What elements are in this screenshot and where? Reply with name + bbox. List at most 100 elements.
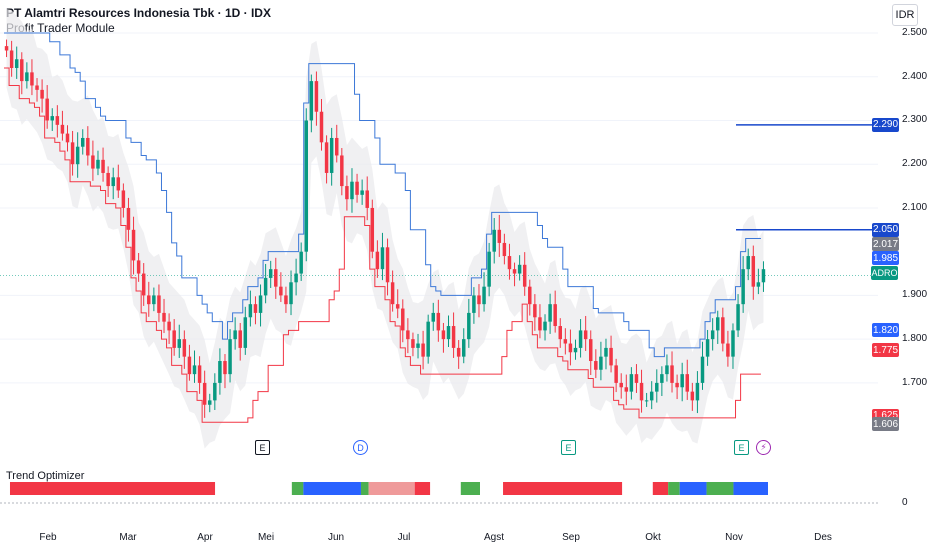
candle-body — [685, 374, 689, 392]
indicator-title[interactable]: Profit Trader Module — [6, 21, 115, 35]
candle-body — [131, 229, 136, 261]
price-label: 2.050 — [872, 222, 899, 237]
earnings-event-icon[interactable]: E — [561, 440, 576, 455]
price-tick-label: 2.400 — [902, 70, 928, 82]
price-tick-label: 2.300 — [902, 114, 928, 126]
trend-optimizer-bars — [0, 482, 878, 504]
candle-body — [395, 304, 400, 309]
candle-body — [665, 365, 669, 375]
candle-body — [751, 256, 756, 287]
candle-body — [340, 155, 344, 187]
candle-body — [619, 382, 623, 388]
candle-body — [649, 391, 654, 401]
candle-body — [187, 356, 192, 375]
candle-body — [213, 382, 217, 401]
candle-body — [202, 382, 207, 405]
candle-body — [721, 317, 725, 344]
time-tick-label: Jul — [397, 532, 411, 543]
candle-body — [284, 295, 288, 305]
candle-body — [624, 387, 629, 392]
candle-body — [462, 339, 466, 357]
candle-body — [365, 190, 369, 208]
candle-body — [578, 330, 583, 348]
candle-body — [553, 304, 557, 327]
candle-body — [355, 181, 359, 195]
trend-segment — [303, 482, 361, 495]
price-tick-label: 2.500 — [902, 27, 928, 38]
candle-body — [710, 330, 715, 340]
earnings-event-icon[interactable]: E — [255, 440, 270, 455]
candle-body — [248, 304, 253, 318]
price-tick-label: 1.700 — [902, 376, 928, 388]
candle-body — [192, 365, 197, 375]
chart-header: PT Alamtri Resources Indonesia Tbk · 1D … — [6, 6, 271, 36]
candle-body — [55, 116, 60, 125]
candle-body — [101, 159, 105, 173]
price-label: 2.017 — [872, 237, 899, 252]
candle-body — [91, 155, 95, 169]
candle-body — [65, 133, 70, 143]
candle-body — [548, 304, 552, 322]
candle-body — [522, 264, 527, 287]
candle-body — [644, 400, 649, 402]
candle-body — [370, 207, 375, 252]
candle-body — [279, 286, 283, 296]
candle-body — [538, 317, 542, 331]
candle-body — [375, 251, 380, 270]
candle-body — [314, 81, 319, 112]
time-tick-label: Jun — [327, 532, 345, 543]
candle-body — [528, 286, 532, 305]
candle-body — [421, 343, 425, 357]
candle-body — [675, 382, 679, 388]
candle-body — [345, 186, 349, 200]
oscillator-title[interactable]: Trend Optimizer — [6, 470, 85, 482]
symbol-tag: ADRO — [871, 266, 898, 280]
flash-event-icon[interactable]: ⚡ — [756, 440, 771, 455]
candle-body — [263, 277, 268, 296]
candle-body — [655, 382, 659, 392]
candle-body — [136, 260, 141, 274]
candle-body — [309, 81, 314, 121]
candle-body — [492, 229, 496, 252]
time-tick-label: Mar — [119, 532, 137, 543]
candle-body — [4, 46, 9, 51]
candle-body — [197, 365, 202, 383]
dividend-event-icon[interactable]: D — [353, 440, 368, 455]
candle-body — [45, 98, 49, 121]
candle-body — [700, 356, 705, 383]
price-tick-label: 2.100 — [902, 201, 928, 213]
trend-segment — [414, 482, 431, 495]
volatility-band — [6, 8, 764, 449]
candle-body — [126, 207, 131, 230]
candle-body — [401, 308, 405, 331]
candle-body — [731, 330, 735, 357]
candle-body — [563, 339, 568, 344]
candle-body — [639, 382, 644, 401]
time-tick-label: Agst — [483, 532, 505, 543]
candle-body — [121, 190, 126, 208]
candle-body — [233, 330, 237, 340]
candle-body — [406, 330, 410, 340]
candle-body — [116, 177, 121, 191]
currency-badge[interactable]: IDR — [892, 4, 918, 26]
candle-body — [716, 317, 720, 331]
earnings-event-icon[interactable]: E — [734, 440, 749, 455]
trend-segment — [706, 482, 734, 495]
candle-body — [456, 347, 461, 357]
price-label: 1.775 — [872, 343, 899, 358]
symbol-title[interactable]: PT Alamtri Resources Indonesia Tbk · 1D … — [6, 6, 271, 20]
upper-channel-line — [4, 32, 761, 358]
candle-body — [756, 282, 761, 287]
candle-body — [604, 347, 608, 357]
time-tick-label: Nov — [725, 532, 743, 543]
candle-body — [294, 273, 298, 283]
candle-body — [477, 295, 481, 305]
candle-body — [507, 256, 512, 270]
candle-body — [594, 361, 598, 370]
trend-segment — [0, 482, 10, 495]
candle-body — [446, 326, 451, 340]
price-label: 1.820 — [872, 323, 899, 338]
candle-body — [238, 330, 242, 348]
candle-body — [741, 269, 745, 305]
